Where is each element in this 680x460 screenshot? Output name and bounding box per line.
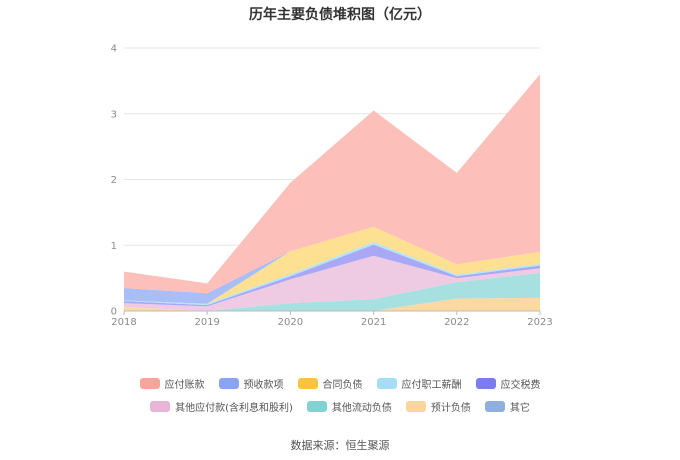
legend-item[interactable]: 应交税费 — [475, 376, 541, 391]
legend-swatch — [306, 401, 327, 412]
y-tick-label: 1 — [111, 241, 117, 252]
legend-label: 其他流动负债 — [331, 403, 392, 414]
legend-swatch — [405, 401, 426, 412]
area-series-layer — [124, 74, 540, 311]
y-tick-label: 4 — [111, 44, 117, 55]
chart-title: 历年主要负债堆积图（亿元） — [249, 7, 431, 23]
x-tick-label: 2021 — [361, 317, 386, 328]
y-tick-label: 3 — [111, 109, 117, 120]
legend-label: 应交税费 — [500, 380, 541, 391]
legend-label: 其他应付款(含利息和股利) — [175, 403, 293, 414]
legend-swatch — [297, 378, 318, 389]
data-source-note: 数据来源：恒生聚源 — [290, 439, 390, 452]
legend-swatch — [218, 378, 239, 389]
x-tick-label: 2020 — [278, 317, 303, 328]
area-series-2 — [124, 272, 540, 311]
y-tick-label: 0 — [111, 307, 117, 318]
legend-item[interactable]: 预收款项 — [218, 376, 284, 391]
legend-label: 其它 — [509, 403, 530, 414]
legend-swatch — [376, 378, 397, 389]
area-series-7 — [124, 226, 540, 304]
legend-item[interactable]: 其它 — [484, 399, 530, 414]
x-tick-label: 2018 — [111, 317, 136, 328]
legend-item[interactable]: 其他应付款(含利息和股利) — [150, 399, 293, 414]
axis-layer: 0 1 2 3 4 2018 2019 2020 2021 2022 2023 — [111, 44, 553, 329]
x-tick-label: 2023 — [527, 317, 552, 328]
legend-row-1: 应付账款 预收款项 合同负债 应付职工薪酬 应交税费 — [0, 376, 680, 391]
area-series-8 — [124, 74, 540, 294]
x-tick-label: 2022 — [444, 317, 469, 328]
legend-label: 预计负债 — [430, 403, 471, 414]
legend-label: 应付账款 — [164, 380, 205, 391]
legend-item[interactable]: 合同负债 — [297, 376, 363, 391]
legend-row-2: 其他应付款(含利息和股利) 其他流动负债 预计负债 其它 — [0, 399, 680, 414]
legend: 应付账款 预收款项 合同负债 应付职工薪酬 应交税费 其他应付款(含利息和股利) 其他流动… — [0, 376, 680, 422]
legend-item[interactable]: 应付职工薪酬 — [376, 376, 462, 391]
legend-label: 预收款项 — [243, 380, 284, 391]
x-tick-label: 2019 — [194, 317, 219, 328]
legend-swatch — [139, 378, 160, 389]
area-series-6 — [124, 226, 540, 304]
legend-label: 应付职工薪酬 — [401, 380, 462, 391]
legend-swatch — [150, 401, 171, 412]
area-series-3 — [124, 255, 540, 311]
legend-item[interactable]: 预计负债 — [405, 399, 471, 414]
legend-swatch — [475, 378, 496, 389]
legend-swatch — [484, 401, 505, 412]
legend-item[interactable]: 其他流动负债 — [306, 399, 392, 414]
area-series-1 — [124, 297, 540, 311]
stacked-area-chart: 0 1 2 3 4 2018 2019 2020 2021 2022 2023 — [111, 44, 553, 329]
y-tick-label: 2 — [111, 175, 117, 186]
legend-label: 合同负债 — [322, 380, 363, 391]
legend-item[interactable]: 应付账款 — [139, 376, 205, 391]
